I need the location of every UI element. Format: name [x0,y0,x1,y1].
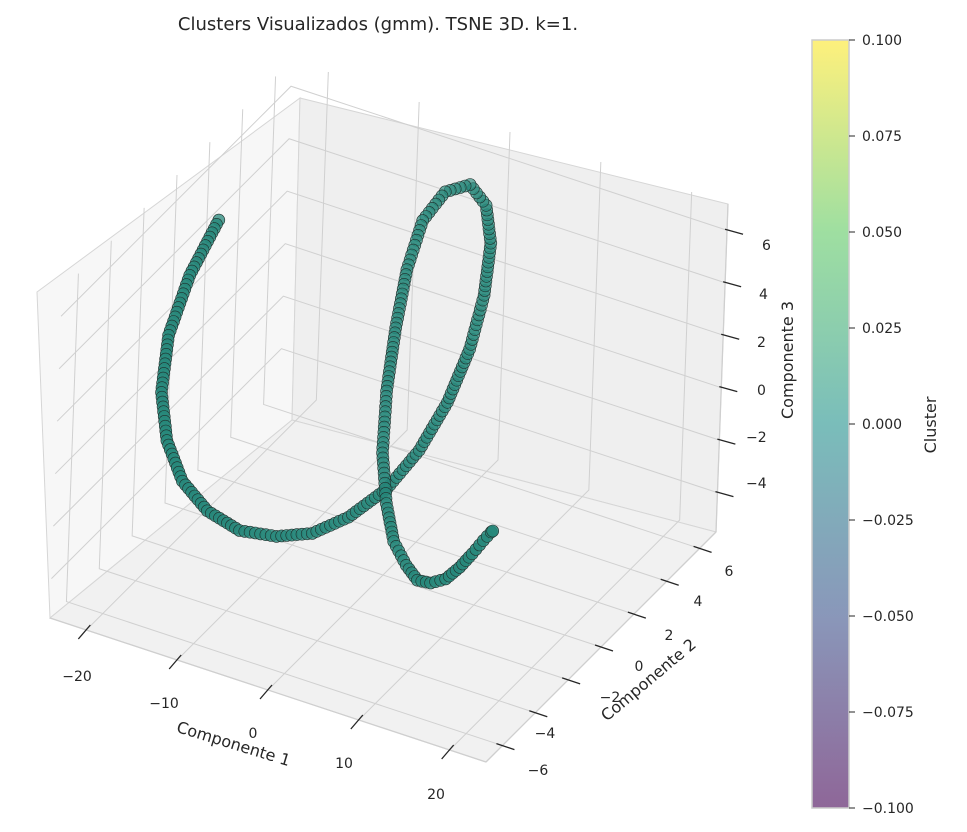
z-tick-label: 6 [762,238,771,254]
chart-title: Clusters Visualizados (gmm). TSNE 3D. k=… [178,14,578,35]
y-tick-label: −6 [528,763,549,779]
z-tick-labels: −4 −2 0 2 4 6 [746,238,771,492]
colorbar-tick-label: −0.100 [862,801,914,817]
grid-lines [51,71,728,751]
x-tick-mark [441,744,455,760]
grid-line-z [51,348,718,579]
colorbar-tick-label: 0.075 [862,129,902,145]
z-tick-mark [721,333,740,340]
grid-line-y [131,207,569,681]
colorbar-label: Cluster [921,396,940,453]
grid-line-x [176,101,420,661]
x-tick-label: 0 [249,726,258,742]
grid-line-x [85,71,329,631]
y-tick-mark [627,611,647,619]
y-tick-mark [496,742,515,751]
grid-line-y [230,109,667,582]
y-tick-mark [561,677,581,685]
z-tick-mark [722,281,742,288]
z-tick-mark [724,228,744,235]
grid-line-y [164,174,602,648]
z-tick-label: 2 [757,335,766,351]
x-tick-label: −10 [149,696,179,712]
scatter-points [155,178,500,590]
colorbar-tick-label: 0.025 [862,321,902,337]
colorbar-tick-label: 0.000 [862,417,902,433]
y-tick-mark [693,545,712,554]
colorbar-tick-labels: 0.100 0.075 0.050 0.025 0.000 −0.025 −0.… [862,33,914,817]
z-tick-mark [715,491,734,498]
colorbar-tick-label: −0.075 [862,705,914,721]
y-tick-mark [594,644,614,652]
x-tick-label: −20 [62,669,92,685]
grid-line-z [58,138,726,370]
x-tick-mark [168,654,182,670]
x-tick-label: 20 [427,787,445,803]
z-tick-label: 0 [757,383,766,399]
grid-line-y [98,240,536,714]
y-tick-label: 6 [725,564,734,580]
z-tick-mark [717,438,736,445]
grid-line-x [358,161,602,721]
grid-line-z [54,243,722,475]
x-tick-labels: −20 −10 0 10 20 [62,669,445,803]
z-tick-label: 4 [759,287,768,303]
colorbar-tick-marks [849,39,855,809]
grid-line-y [65,273,503,747]
axes-panes [36,96,729,763]
axis-lines [49,203,744,763]
x-tick-label: 10 [335,756,353,772]
y-tick-label: 0 [635,659,644,675]
z-axis-line [715,203,729,533]
colorbar-tick-label: −0.025 [862,513,914,529]
grid-line-z [56,190,724,422]
x-tick-mark [77,624,91,640]
y-tick-mark [529,710,548,718]
colorbar: 0.100 0.075 0.050 0.025 0.000 −0.025 −0.… [811,33,940,817]
y-axis-label: Componente 2 [597,635,700,725]
y-tick-labels: −6 −4 −2 0 2 4 6 [528,564,734,779]
grid-line-x [449,191,693,751]
colorbar-tick-label: 0.100 [862,33,902,49]
y-tick-label: 2 [665,628,674,644]
scatter-point [486,524,500,538]
z-axis-label: Componente 3 [778,301,797,419]
y-tick-label: −4 [535,726,556,742]
x-axis-label: Componente 1 [174,717,292,770]
z-tick-mark [719,386,738,393]
y-tick-label: −2 [600,690,621,706]
y-tick-mark [660,578,679,586]
grid-line-z [53,295,720,527]
colorbar-tick-label: 0.050 [862,225,902,241]
z-tick-label: −2 [746,430,767,446]
grid-line-y [263,76,700,549]
x-tick-mark [259,684,273,700]
y-tick-label: 4 [694,594,703,610]
grid-line-x [267,131,511,691]
colorbar-body [811,39,850,809]
x-tick-mark [350,714,364,730]
z-tick-label: −4 [746,476,767,492]
grid-line-z [60,85,728,317]
colorbar-tick-label: −0.050 [862,609,914,625]
